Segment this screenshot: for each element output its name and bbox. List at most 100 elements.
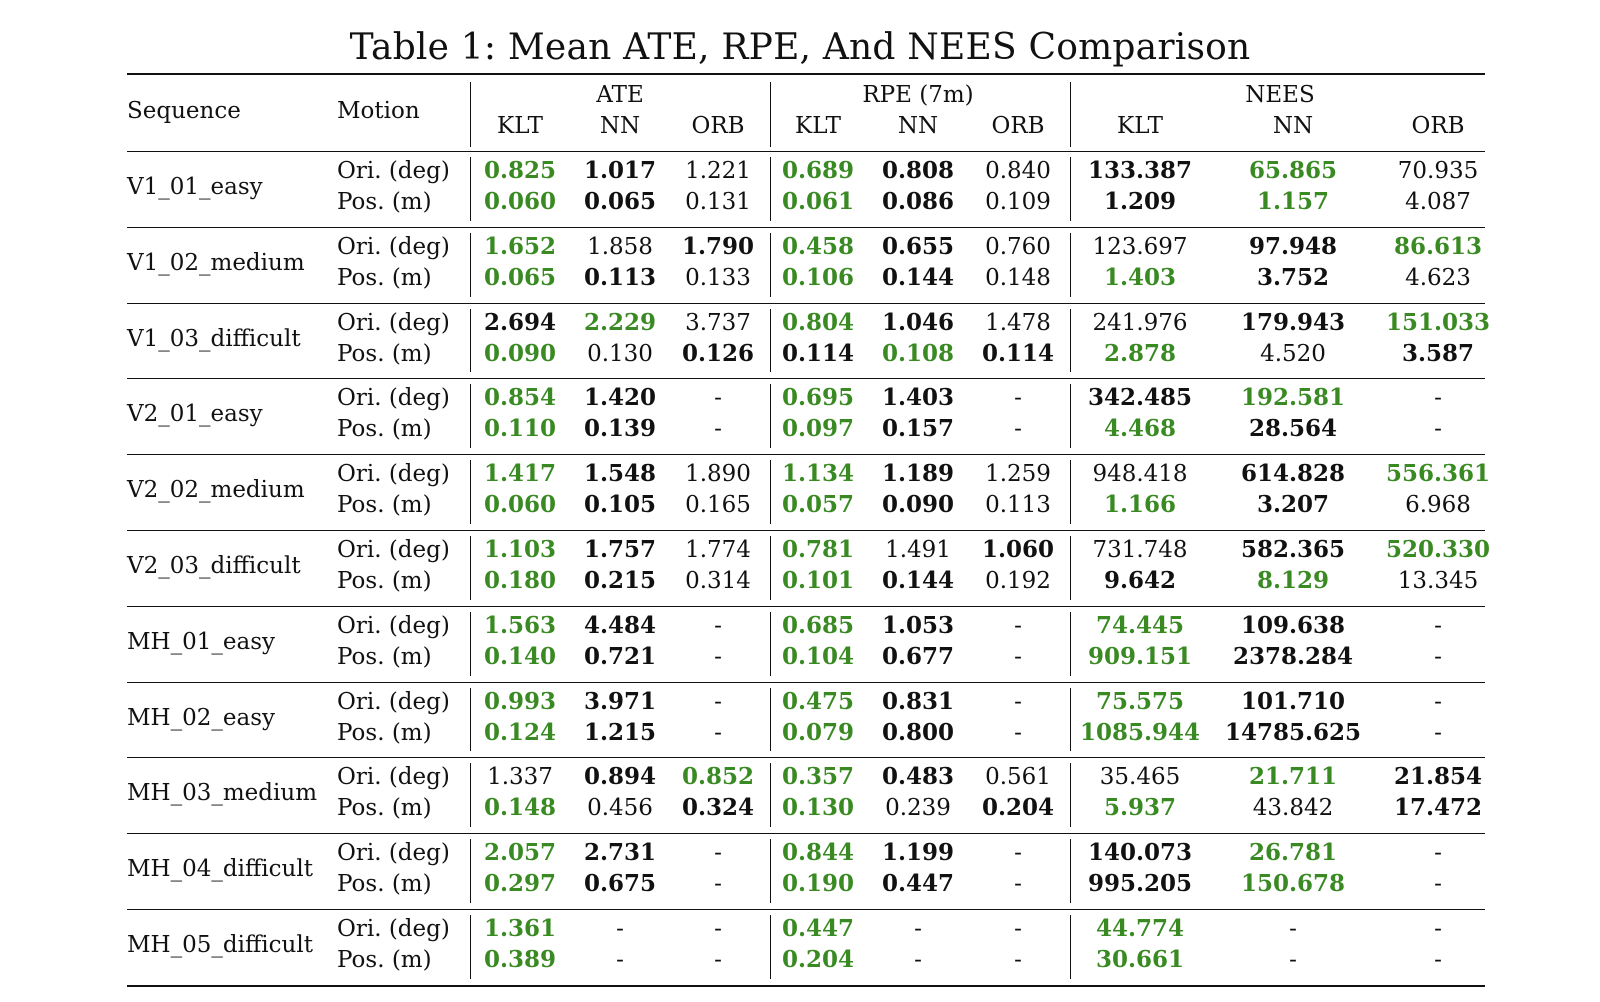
table-cell: 0.109 bbox=[985, 189, 1051, 215]
table-cell: 0.854 bbox=[483, 384, 557, 412]
table-cell: 0.760 bbox=[985, 233, 1051, 260]
table-cell: 2.878 bbox=[1103, 339, 1177, 367]
row-vline bbox=[470, 763, 471, 828]
sequence-label: V2_02_medium bbox=[127, 477, 305, 504]
table-cell: 0.677 bbox=[881, 642, 955, 670]
table-cell: - bbox=[1014, 612, 1022, 639]
table-cell: 1.215 bbox=[583, 718, 657, 746]
row-vline bbox=[1070, 232, 1071, 297]
table-cell: 0.144 bbox=[881, 263, 955, 291]
table-cell: 1.403 bbox=[1103, 263, 1177, 291]
table-cell: - bbox=[1014, 871, 1022, 898]
table-cell: 86.613 bbox=[1393, 232, 1483, 260]
table-cell: - bbox=[714, 416, 722, 443]
table-cell: 5.937 bbox=[1103, 794, 1177, 822]
table-cell: 3.207 bbox=[1256, 491, 1330, 519]
table-cell: 0.090 bbox=[881, 491, 955, 519]
table-cell: 0.675 bbox=[583, 870, 657, 898]
table-cell: 995.205 bbox=[1087, 870, 1193, 898]
header-subcol-orb: ORB bbox=[1411, 113, 1465, 139]
table-cell: 909.151 bbox=[1087, 642, 1193, 670]
table-cell: 0.447 bbox=[781, 915, 855, 942]
table-cell: 14785.625 bbox=[1224, 718, 1362, 746]
motion-label-ori: Ori. (deg) bbox=[337, 916, 450, 942]
row-separator bbox=[127, 454, 1485, 456]
table-cell: 13.345 bbox=[1397, 568, 1479, 594]
table-cell: 26.781 bbox=[1248, 839, 1338, 867]
table-cell: 70.935 bbox=[1397, 158, 1479, 184]
row-separator bbox=[127, 530, 1485, 531]
motion-label-pos: Pos. (m) bbox=[337, 643, 432, 670]
sequence-label: V1_03_difficult bbox=[127, 325, 301, 352]
table-cell: 0.215 bbox=[583, 567, 657, 594]
row-separator bbox=[127, 757, 1485, 759]
table-cell: 0.800 bbox=[881, 718, 955, 746]
row-vline bbox=[770, 232, 771, 297]
table-cell: 614.828 bbox=[1240, 460, 1346, 488]
row-vline bbox=[1070, 460, 1071, 524]
row-vline bbox=[770, 611, 771, 676]
header-motion: Motion bbox=[337, 98, 420, 124]
table-cell: 0.721 bbox=[583, 642, 657, 670]
table-cell: 3.587 bbox=[1401, 339, 1475, 367]
table-cell: - bbox=[1434, 871, 1442, 898]
header-group-nees: NEES bbox=[1245, 82, 1315, 108]
table-cell: 1.563 bbox=[483, 611, 557, 639]
table-cell: 0.060 bbox=[483, 188, 557, 215]
table-cell: 1.259 bbox=[985, 461, 1051, 488]
table-cell: - bbox=[1434, 916, 1442, 942]
header-vline-2 bbox=[1070, 82, 1071, 147]
row-separator bbox=[127, 605, 1485, 607]
motion-label-pos: Pos. (m) bbox=[337, 795, 432, 822]
row-vline bbox=[470, 611, 471, 676]
table-cell: 3.737 bbox=[685, 309, 751, 336]
header-subcol-nn: NN bbox=[599, 113, 641, 139]
table-cell: 0.130 bbox=[587, 340, 653, 367]
table-cell: - bbox=[616, 947, 624, 973]
table-cell: 1.417 bbox=[483, 460, 557, 488]
table-cell: 556.361 bbox=[1385, 460, 1491, 488]
table-cell: 0.456 bbox=[587, 795, 653, 822]
table-cell: 9.642 bbox=[1103, 567, 1177, 594]
table-cell: 0.060 bbox=[483, 491, 557, 519]
table-cell: 0.993 bbox=[483, 687, 557, 715]
table-cell: 0.114 bbox=[981, 339, 1055, 367]
table-cell: 0.157 bbox=[881, 415, 955, 443]
table-cell: 1.491 bbox=[885, 537, 951, 563]
table-cell: - bbox=[714, 840, 722, 867]
table-cell: - bbox=[714, 688, 722, 715]
table-cell: 0.144 bbox=[881, 567, 955, 594]
table-cell: 0.113 bbox=[583, 263, 657, 291]
header-subcol-nn: NN bbox=[897, 113, 939, 139]
table-cell: 8.129 bbox=[1256, 567, 1330, 594]
motion-label-ori: Ori. (deg) bbox=[337, 233, 450, 260]
table-cell: - bbox=[1014, 688, 1022, 715]
table-cell: 0.844 bbox=[781, 839, 855, 867]
table-cell: 0.475 bbox=[781, 687, 855, 715]
table-cell: 65.865 bbox=[1248, 157, 1338, 184]
table-cell: 1.757 bbox=[583, 536, 657, 563]
motion-label-ori: Ori. (deg) bbox=[337, 309, 450, 336]
table-cell: 0.561 bbox=[985, 764, 1051, 791]
table-title: Table 1: Mean ATE, RPE, And NEES Compari… bbox=[349, 27, 1251, 68]
table-cell: - bbox=[1014, 416, 1022, 443]
motion-label-ori: Ori. (deg) bbox=[337, 612, 450, 639]
table-cell: - bbox=[914, 916, 922, 942]
table-cell: 97.948 bbox=[1248, 232, 1338, 260]
sequence-label: MH_01_easy bbox=[127, 628, 275, 655]
header-group-ate: ATE bbox=[596, 82, 644, 108]
table-cell: 0.106 bbox=[781, 263, 855, 291]
table-cell: 520.330 bbox=[1385, 536, 1491, 563]
table-cell: - bbox=[714, 385, 722, 412]
header-group-rpe-7m-: RPE (7m) bbox=[862, 82, 974, 108]
table-cell: 4.484 bbox=[583, 611, 657, 639]
motion-label-ori: Ori. (deg) bbox=[337, 764, 450, 791]
table-cell: 1.420 bbox=[583, 384, 657, 412]
table-cell: 21.711 bbox=[1248, 763, 1338, 791]
table-cell: 1.652 bbox=[483, 232, 557, 260]
motion-label-pos: Pos. (m) bbox=[337, 947, 432, 973]
row-vline bbox=[770, 839, 771, 903]
table-cell: 1.046 bbox=[881, 308, 955, 336]
table-cell: 44.774 bbox=[1095, 915, 1185, 942]
table-cell: 0.114 bbox=[781, 339, 855, 367]
